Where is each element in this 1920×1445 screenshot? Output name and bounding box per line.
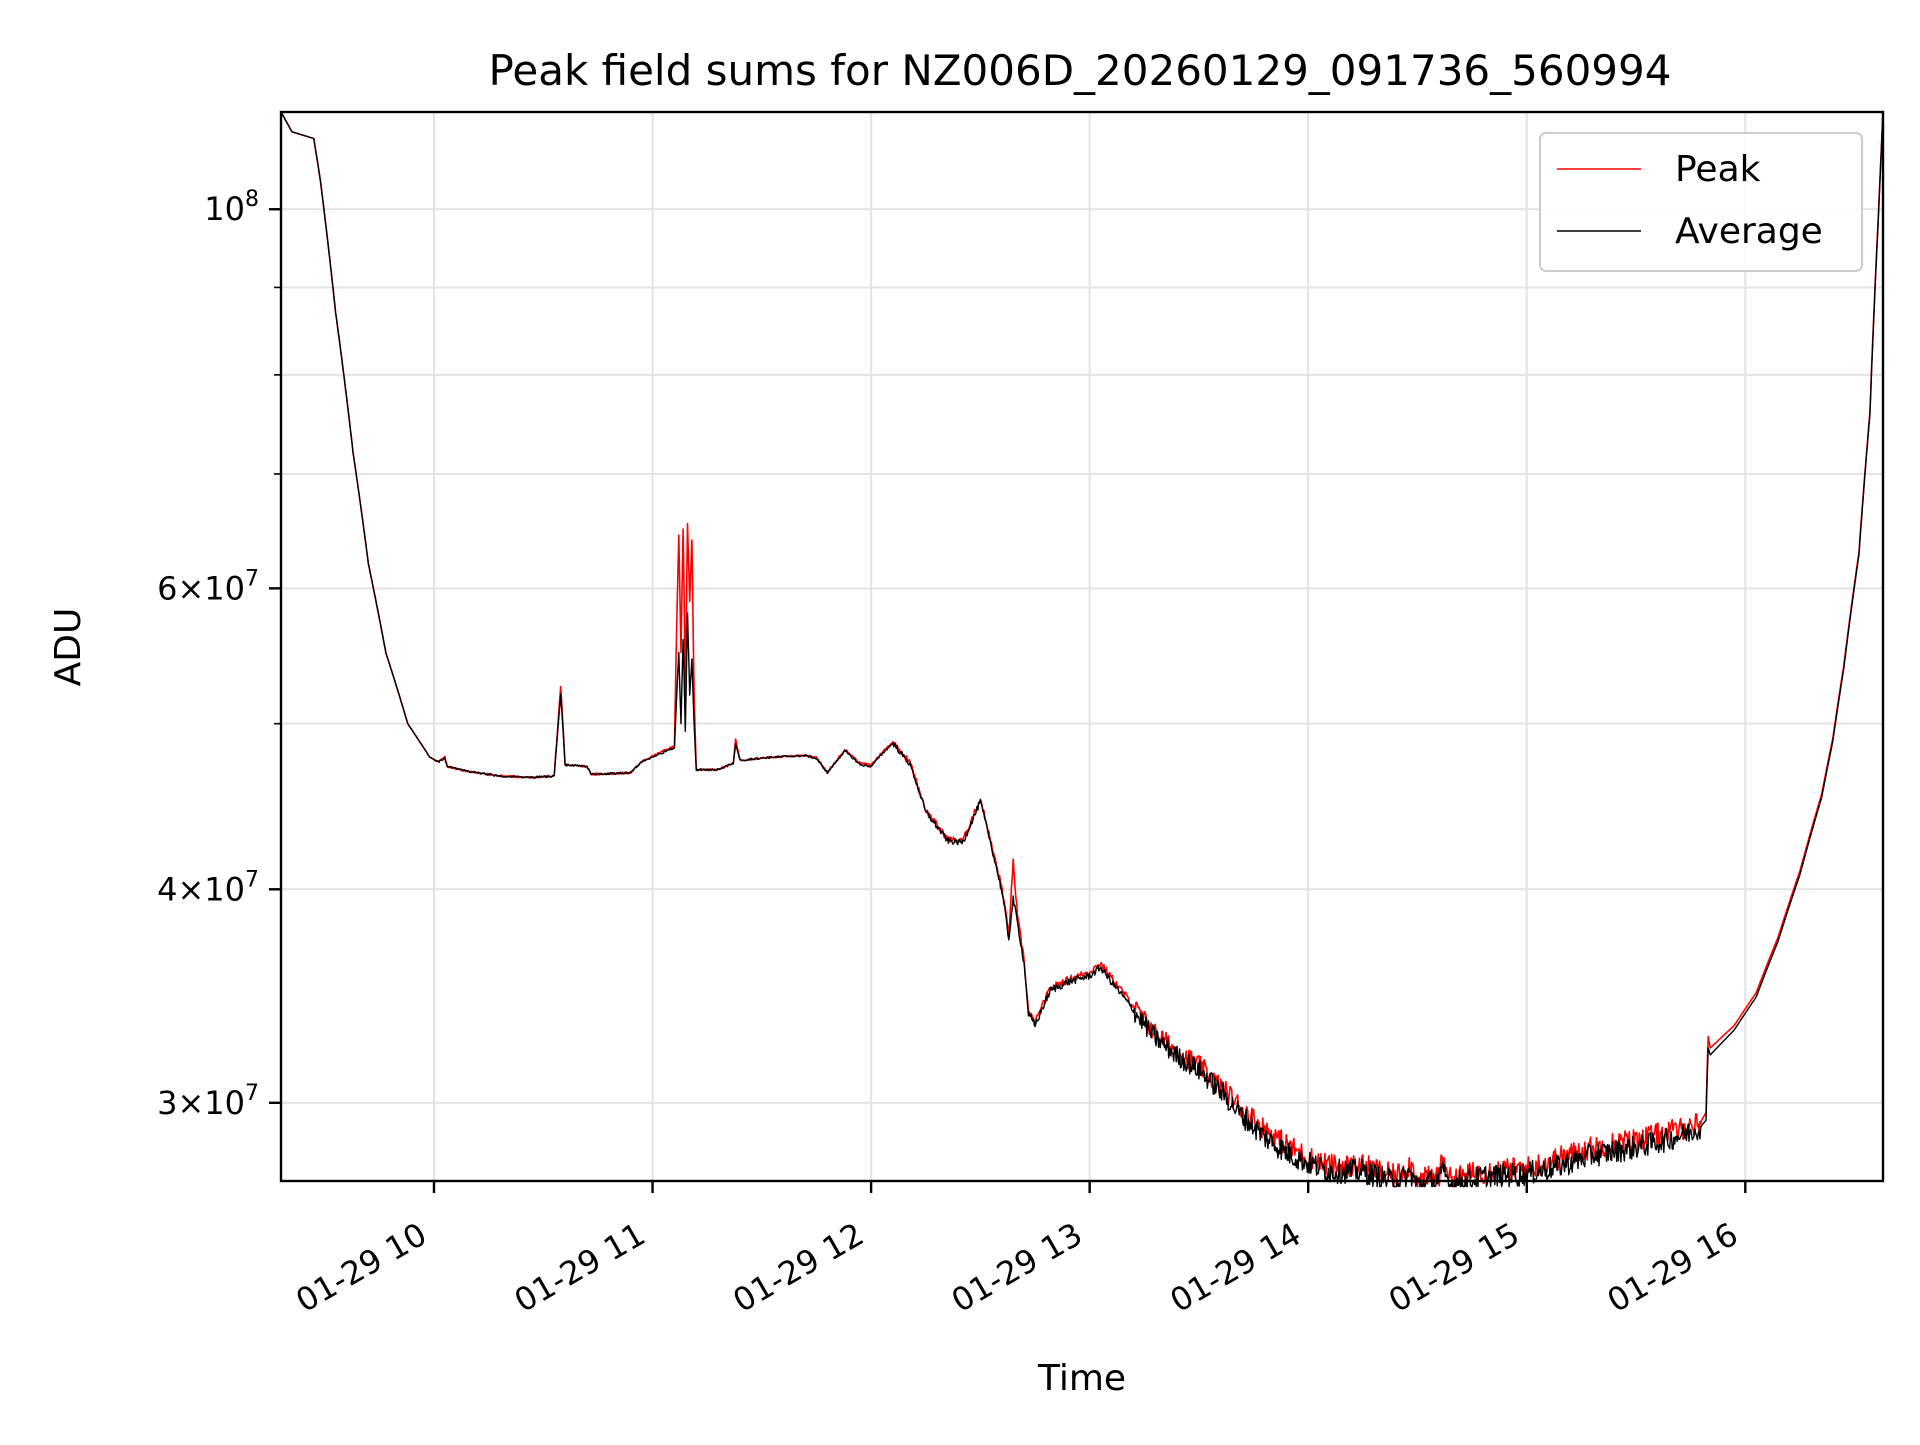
legend-label-average: Average [1675, 211, 1823, 252]
x-tick-label: 01-29 12 [726, 1215, 870, 1320]
x-tick-label: 01-29 16 [1601, 1215, 1745, 1320]
y-axis-label: ADU [48, 608, 89, 687]
grid-lines [281, 112, 1883, 1181]
y-axis-ticks: 3×107 4×107 6×107 108 [157, 187, 281, 1122]
x-tick-label: 01-29 11 [508, 1215, 652, 1320]
y-tick-label: 108 [204, 187, 259, 228]
x-axis-ticks: 01-29 10 01-29 11 01-29 12 01-29 13 01-29 14… [289, 1181, 1747, 1320]
series-layer [280, 111, 1884, 1188]
chart-title: Peak field sums for NZ006D_20260129_0917… [489, 46, 1672, 95]
x-axis-label: Time [1037, 1358, 1126, 1399]
series-line-average [280, 111, 1884, 1188]
legend-label-peak: Peak [1675, 149, 1761, 190]
x-tick-label: 01-29 10 [289, 1215, 433, 1320]
x-tick-label: 01-29 13 [945, 1215, 1089, 1320]
legend: Peak Average [1539, 132, 1863, 272]
x-tick-label: 01-29 15 [1382, 1215, 1526, 1320]
y-tick-label: 3×107 [157, 1081, 259, 1122]
plot-area-frame [279, 110, 1885, 1183]
x-tick-label: 01-29 14 [1164, 1215, 1308, 1320]
y-tick-label: 4×107 [157, 867, 259, 908]
legend-box [1539, 132, 1863, 272]
series-line-peak [280, 111, 1884, 1188]
y-tick-label: 6×107 [157, 566, 259, 607]
